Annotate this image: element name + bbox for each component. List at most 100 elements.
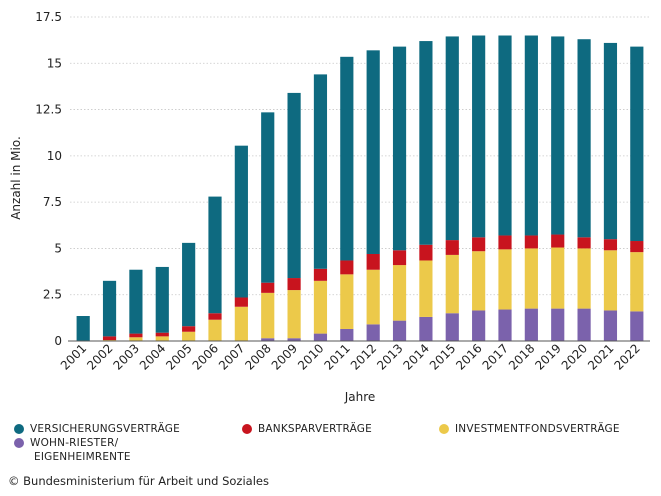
x-tick-label: 2012 (348, 341, 379, 372)
bar-segment (419, 260, 433, 317)
x-tick-label: 2014 (401, 341, 432, 372)
bar-segment (182, 242, 196, 327)
bar-segment (261, 282, 275, 293)
bar-segment (603, 310, 618, 341)
bar-segment (76, 316, 90, 341)
bar-segment (419, 244, 433, 261)
x-tick-label: 2015 (427, 341, 458, 372)
bar-segment (366, 269, 380, 325)
legend-label-versicherung: VERSICHERUNGSVERTRÄGE (30, 423, 180, 435)
bar-segment (234, 297, 248, 307)
bar-segment (630, 252, 644, 312)
bar-segment (603, 250, 618, 311)
bar-segment (102, 336, 117, 341)
bar-segment (472, 35, 486, 238)
legend: VERSICHERUNGSVERTRÄGE BANKSPARVERTRÄGE I… (14, 422, 654, 470)
bar-segment (340, 260, 354, 275)
x-tick-label: 2019 (532, 341, 563, 372)
legend-label-wohn-line1: WOHN-RIESTER/ (30, 437, 119, 449)
bar-segment (392, 320, 407, 341)
bar-segment (498, 309, 512, 341)
stacked-bar-chart: 0 2.5 5 7.5 10 12.5 15 17.5 20012002200320042005… (9, 10, 650, 404)
x-tick-label: 2013 (374, 341, 405, 372)
y-tick-label: 0 (54, 334, 62, 348)
x-tick-label: 2002 (84, 341, 115, 372)
legend-item-investment: INVESTMENTFONDSVERTRÄGE (439, 422, 620, 436)
bar-segment (524, 248, 538, 309)
y-tick-label: 17.5 (35, 10, 62, 24)
legend-label-bankspar: BANKSPARVERTRÄGE (258, 423, 372, 435)
bar-segment (603, 239, 618, 251)
x-tick-label: 2001 (58, 341, 89, 372)
bar-segment (392, 265, 407, 321)
x-tick-label: 2009 (269, 341, 300, 372)
legend-dot-versicherung (14, 424, 24, 434)
x-axis-label: Jahre (344, 390, 376, 404)
x-tick-label: 2003 (111, 341, 142, 372)
bar-segment (498, 249, 512, 310)
legend-item-wohn: WOHN-RIESTER/ EIGENHEIMRENTE (14, 436, 131, 464)
bars (76, 35, 644, 341)
y-tick-label: 5 (54, 241, 62, 255)
bar-segment (366, 50, 380, 254)
x-tick-label: 2011 (321, 341, 352, 372)
bar-segment (182, 326, 196, 332)
bar-segment (603, 42, 618, 240)
bar-segment (261, 112, 275, 283)
bar-segment (287, 92, 301, 279)
bar-segment (287, 290, 301, 339)
bar-segment (551, 247, 565, 309)
bar-segment (577, 39, 591, 238)
bar-segment (630, 46, 644, 242)
x-tick-label: 2021 (585, 341, 616, 372)
bar-segment (524, 308, 538, 341)
x-tick-label: 2005 (163, 341, 194, 372)
legend-dot-investment (439, 424, 449, 434)
x-tick-label: 2016 (453, 341, 484, 372)
bar-segment (551, 234, 565, 248)
bar-segment (102, 280, 117, 337)
bar-segment (472, 251, 486, 311)
bar-segment (577, 237, 591, 249)
legend-label-wohn-line2: EIGENHEIMRENTE (34, 451, 131, 463)
bar-segment (208, 319, 222, 341)
bar-segment (313, 74, 328, 269)
bar-segment (392, 250, 407, 266)
legend-dot-bankspar (242, 424, 252, 434)
bar-segment (445, 240, 459, 255)
bar-segment (208, 196, 222, 314)
y-axis-label: Anzahl in Mio. (9, 136, 23, 220)
bar-segment (313, 268, 328, 281)
bar-segment (419, 316, 433, 341)
y-tick-label: 15 (47, 56, 62, 70)
bar-segment (551, 308, 565, 341)
bar-segment (472, 237, 486, 252)
x-tick-label: 2004 (137, 341, 168, 372)
bar-segment (577, 308, 591, 341)
bar-segment (261, 338, 275, 341)
y-tick-label: 12.5 (35, 103, 62, 117)
bar-segment (155, 266, 169, 333)
legend-label-wohn: WOHN-RIESTER/ EIGENHEIMRENTE (30, 436, 131, 464)
bar-segment (498, 235, 512, 250)
bar-segment (155, 336, 169, 341)
x-tick-label: 2010 (295, 341, 326, 372)
x-tick-label: 2017 (480, 341, 511, 372)
legend-dot-wohn (14, 438, 24, 448)
bar-segment (340, 274, 354, 329)
bar-segment (366, 253, 380, 270)
bar-segment (445, 313, 459, 341)
bar-segment (261, 292, 275, 339)
legend-item-versicherung: VERSICHERUNGSVERTRÄGE (14, 422, 180, 436)
bar-segment (498, 35, 512, 236)
bar-segment (366, 324, 380, 341)
bar-segment (551, 36, 565, 235)
bar-segment (630, 241, 644, 253)
bar-segment (630, 311, 644, 341)
bar-segment (208, 313, 222, 320)
bar-segment (340, 56, 354, 261)
bar-segment (234, 145, 248, 298)
y-tick-label: 2.5 (43, 288, 62, 302)
bar-segment (524, 235, 538, 249)
bar-segment (340, 328, 354, 341)
